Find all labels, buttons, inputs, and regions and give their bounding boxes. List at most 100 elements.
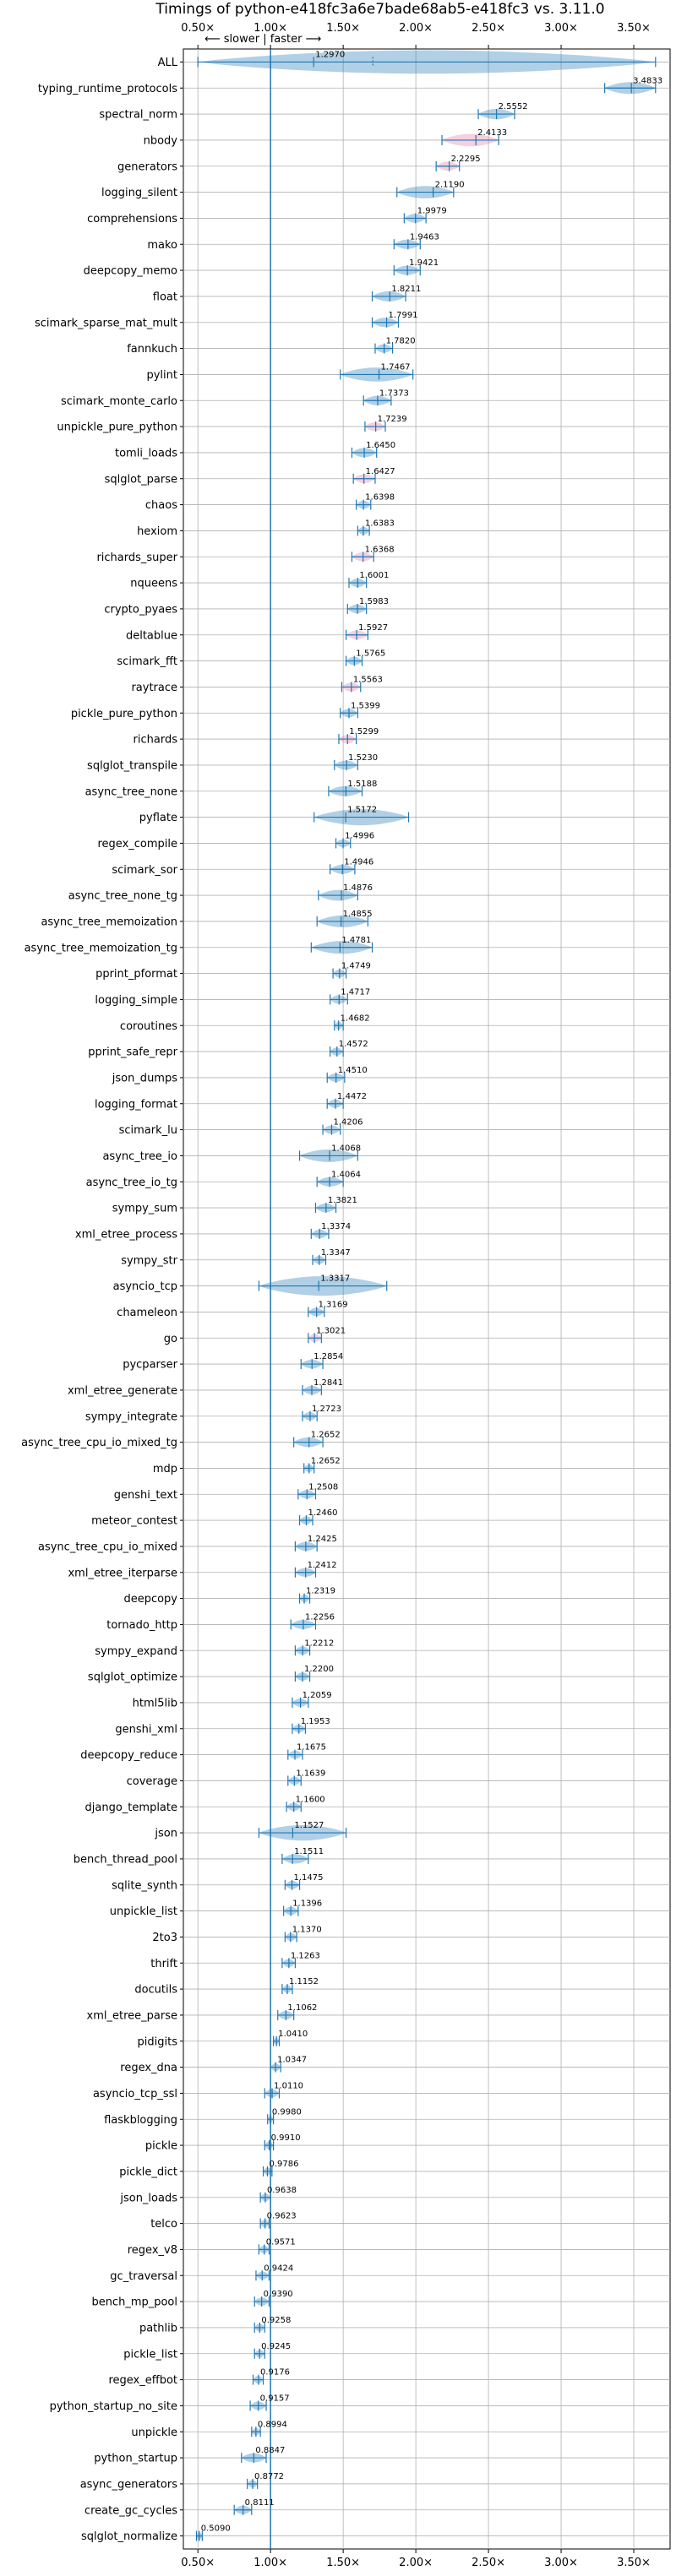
value-label: 0.9424 — [264, 2264, 293, 2273]
chart-title: Timings of python-e418fc3a6e7bade68ab5-e… — [155, 1, 604, 18]
value-label: 1.2412 — [308, 1561, 337, 1570]
row-label: xml_etree_generate — [68, 1384, 177, 1397]
row-label: hexiom — [137, 525, 177, 538]
value-label: 1.2652 — [311, 1431, 341, 1440]
value-label: 1.3317 — [320, 1274, 350, 1284]
x-tick-label: 1.00× — [254, 2557, 287, 2569]
value-label: 1.9421 — [409, 258, 439, 268]
value-label: 0.8847 — [255, 2446, 285, 2455]
x-tick-label-top: 3.00× — [544, 22, 578, 35]
value-label: 1.5399 — [351, 701, 380, 710]
x-tick-label-top: 1.00× — [254, 22, 287, 35]
row-label: sympy_sum — [112, 1203, 177, 1215]
value-label: 1.3821 — [328, 1196, 357, 1205]
x-tick-label: 2.50× — [472, 2557, 505, 2569]
x-tick-label: 3.00× — [544, 2557, 578, 2569]
row-label: sqlglot_normalize — [81, 2530, 177, 2543]
row-label: python_startup — [94, 2453, 177, 2465]
value-label: 1.5299 — [349, 727, 379, 736]
value-label: 1.5983 — [359, 597, 389, 606]
row-label: async_tree_memoization — [41, 916, 177, 928]
row-label: mdp — [153, 1463, 177, 1475]
row-label: django_template — [85, 1802, 177, 1814]
row-label: json — [154, 1828, 177, 1840]
value-label: 1.1396 — [292, 1899, 322, 1909]
row-label: flaskblogging — [104, 2114, 177, 2127]
row-label: richards — [134, 734, 178, 747]
value-label: 1.4206 — [333, 1118, 363, 1128]
value-label: 1.5172 — [347, 806, 377, 815]
value-label: 1.1475 — [294, 1873, 324, 1883]
row-label: async_tree_cpu_io_mixed_tg — [21, 1437, 177, 1449]
row-label: async_tree_io — [102, 1150, 177, 1163]
value-label: 1.2425 — [308, 1535, 337, 1544]
row-label: scimark_fft — [117, 655, 177, 668]
row-label: async_generators — [80, 2478, 178, 2491]
row-label: fannkuch — [127, 343, 177, 356]
value-label: 1.2652 — [311, 1456, 341, 1465]
x-tick-label: 1.50× — [326, 2557, 360, 2569]
value-label: 2.5552 — [499, 102, 528, 111]
value-label: 1.4510 — [338, 1066, 368, 1075]
value-label: 1.4855 — [343, 910, 373, 919]
x-tick-label-top: 0.50× — [181, 22, 215, 35]
row-label: sqlglot_transpile — [87, 759, 177, 772]
x-tick-label-top: 1.50× — [326, 22, 360, 35]
value-label: 1.2059 — [303, 1691, 332, 1700]
row-label: scimark_monte_carlo — [61, 395, 177, 408]
x-tick-label: 2.00× — [399, 2557, 433, 2569]
row-label: tornado_http — [106, 1619, 177, 1632]
value-label: 1.3169 — [319, 1300, 348, 1309]
row-label: async_tree_memoization_tg — [25, 942, 177, 954]
value-label: 1.2854 — [313, 1352, 343, 1361]
value-label: 1.4876 — [343, 883, 373, 893]
value-label: 1.1263 — [291, 1951, 320, 1960]
value-label: 0.9910 — [271, 2133, 301, 2143]
value-label: 1.1600 — [296, 1795, 325, 1804]
x-tick-label-top: 2.00× — [399, 22, 433, 35]
row-label: sympy_expand — [95, 1645, 177, 1658]
row-label: genshi_text — [114, 1489, 177, 1502]
row-label: scimark_sparse_mat_mult — [35, 317, 177, 329]
row-label: pickle_dict — [119, 2166, 177, 2178]
row-label: scimark_lu — [119, 1124, 177, 1137]
value-label: 1.6398 — [365, 493, 395, 503]
x-tick-label: 0.50× — [181, 2557, 215, 2569]
row-label: gc_traversal — [110, 2270, 177, 2283]
value-label: 1.2200 — [304, 1665, 334, 1674]
grid-layer — [183, 49, 670, 2549]
row-label: pyflate — [139, 812, 177, 824]
value-label: 1.5563 — [353, 675, 383, 684]
row-label: scimark_sor — [112, 864, 177, 877]
row-label: async_tree_io_tg — [86, 1177, 177, 1189]
tick-layer: 0.50× 0.50× 1.00× 1.00× 1.50× 1.50× 2.00× 2.00×… — [180, 22, 651, 2569]
value-label: 0.8772 — [254, 2472, 284, 2481]
row-label: generators — [117, 160, 177, 173]
row-label: async_tree_none — [85, 785, 177, 798]
row-label: chaos — [145, 499, 177, 512]
x-tick-label: 3.50× — [617, 2557, 651, 2569]
value-label: 1.7373 — [379, 389, 409, 398]
row-label: sqlglot_parse — [105, 473, 177, 486]
row-label: async_tree_none_tg — [68, 890, 177, 903]
value-label: 1.1675 — [297, 1743, 326, 1753]
value-label: 1.4682 — [341, 1014, 370, 1023]
value-label: 1.2256 — [305, 1612, 335, 1622]
row-label: deepcopy — [123, 1593, 177, 1606]
value-label: 1.0110 — [274, 2081, 303, 2090]
value-label: 1.2970 — [315, 50, 345, 59]
row-label: pickle — [145, 2140, 177, 2153]
row-label: coroutines — [120, 1020, 177, 1033]
row-label: comprehensions — [87, 213, 177, 226]
direction-label: ⟵ slower | faster ⟶ — [204, 33, 321, 46]
value-label: 1.3347 — [321, 1248, 351, 1258]
value-label: 1.4996 — [345, 831, 374, 840]
row-label: genshi_xml — [115, 1723, 177, 1736]
row-label: deepcopy_reduce — [80, 1749, 177, 1762]
value-label: 1.6427 — [366, 467, 395, 476]
value-label: 3.4833 — [633, 76, 662, 85]
value-label: 1.7239 — [378, 415, 407, 424]
value-label: 0.9571 — [266, 2237, 296, 2247]
